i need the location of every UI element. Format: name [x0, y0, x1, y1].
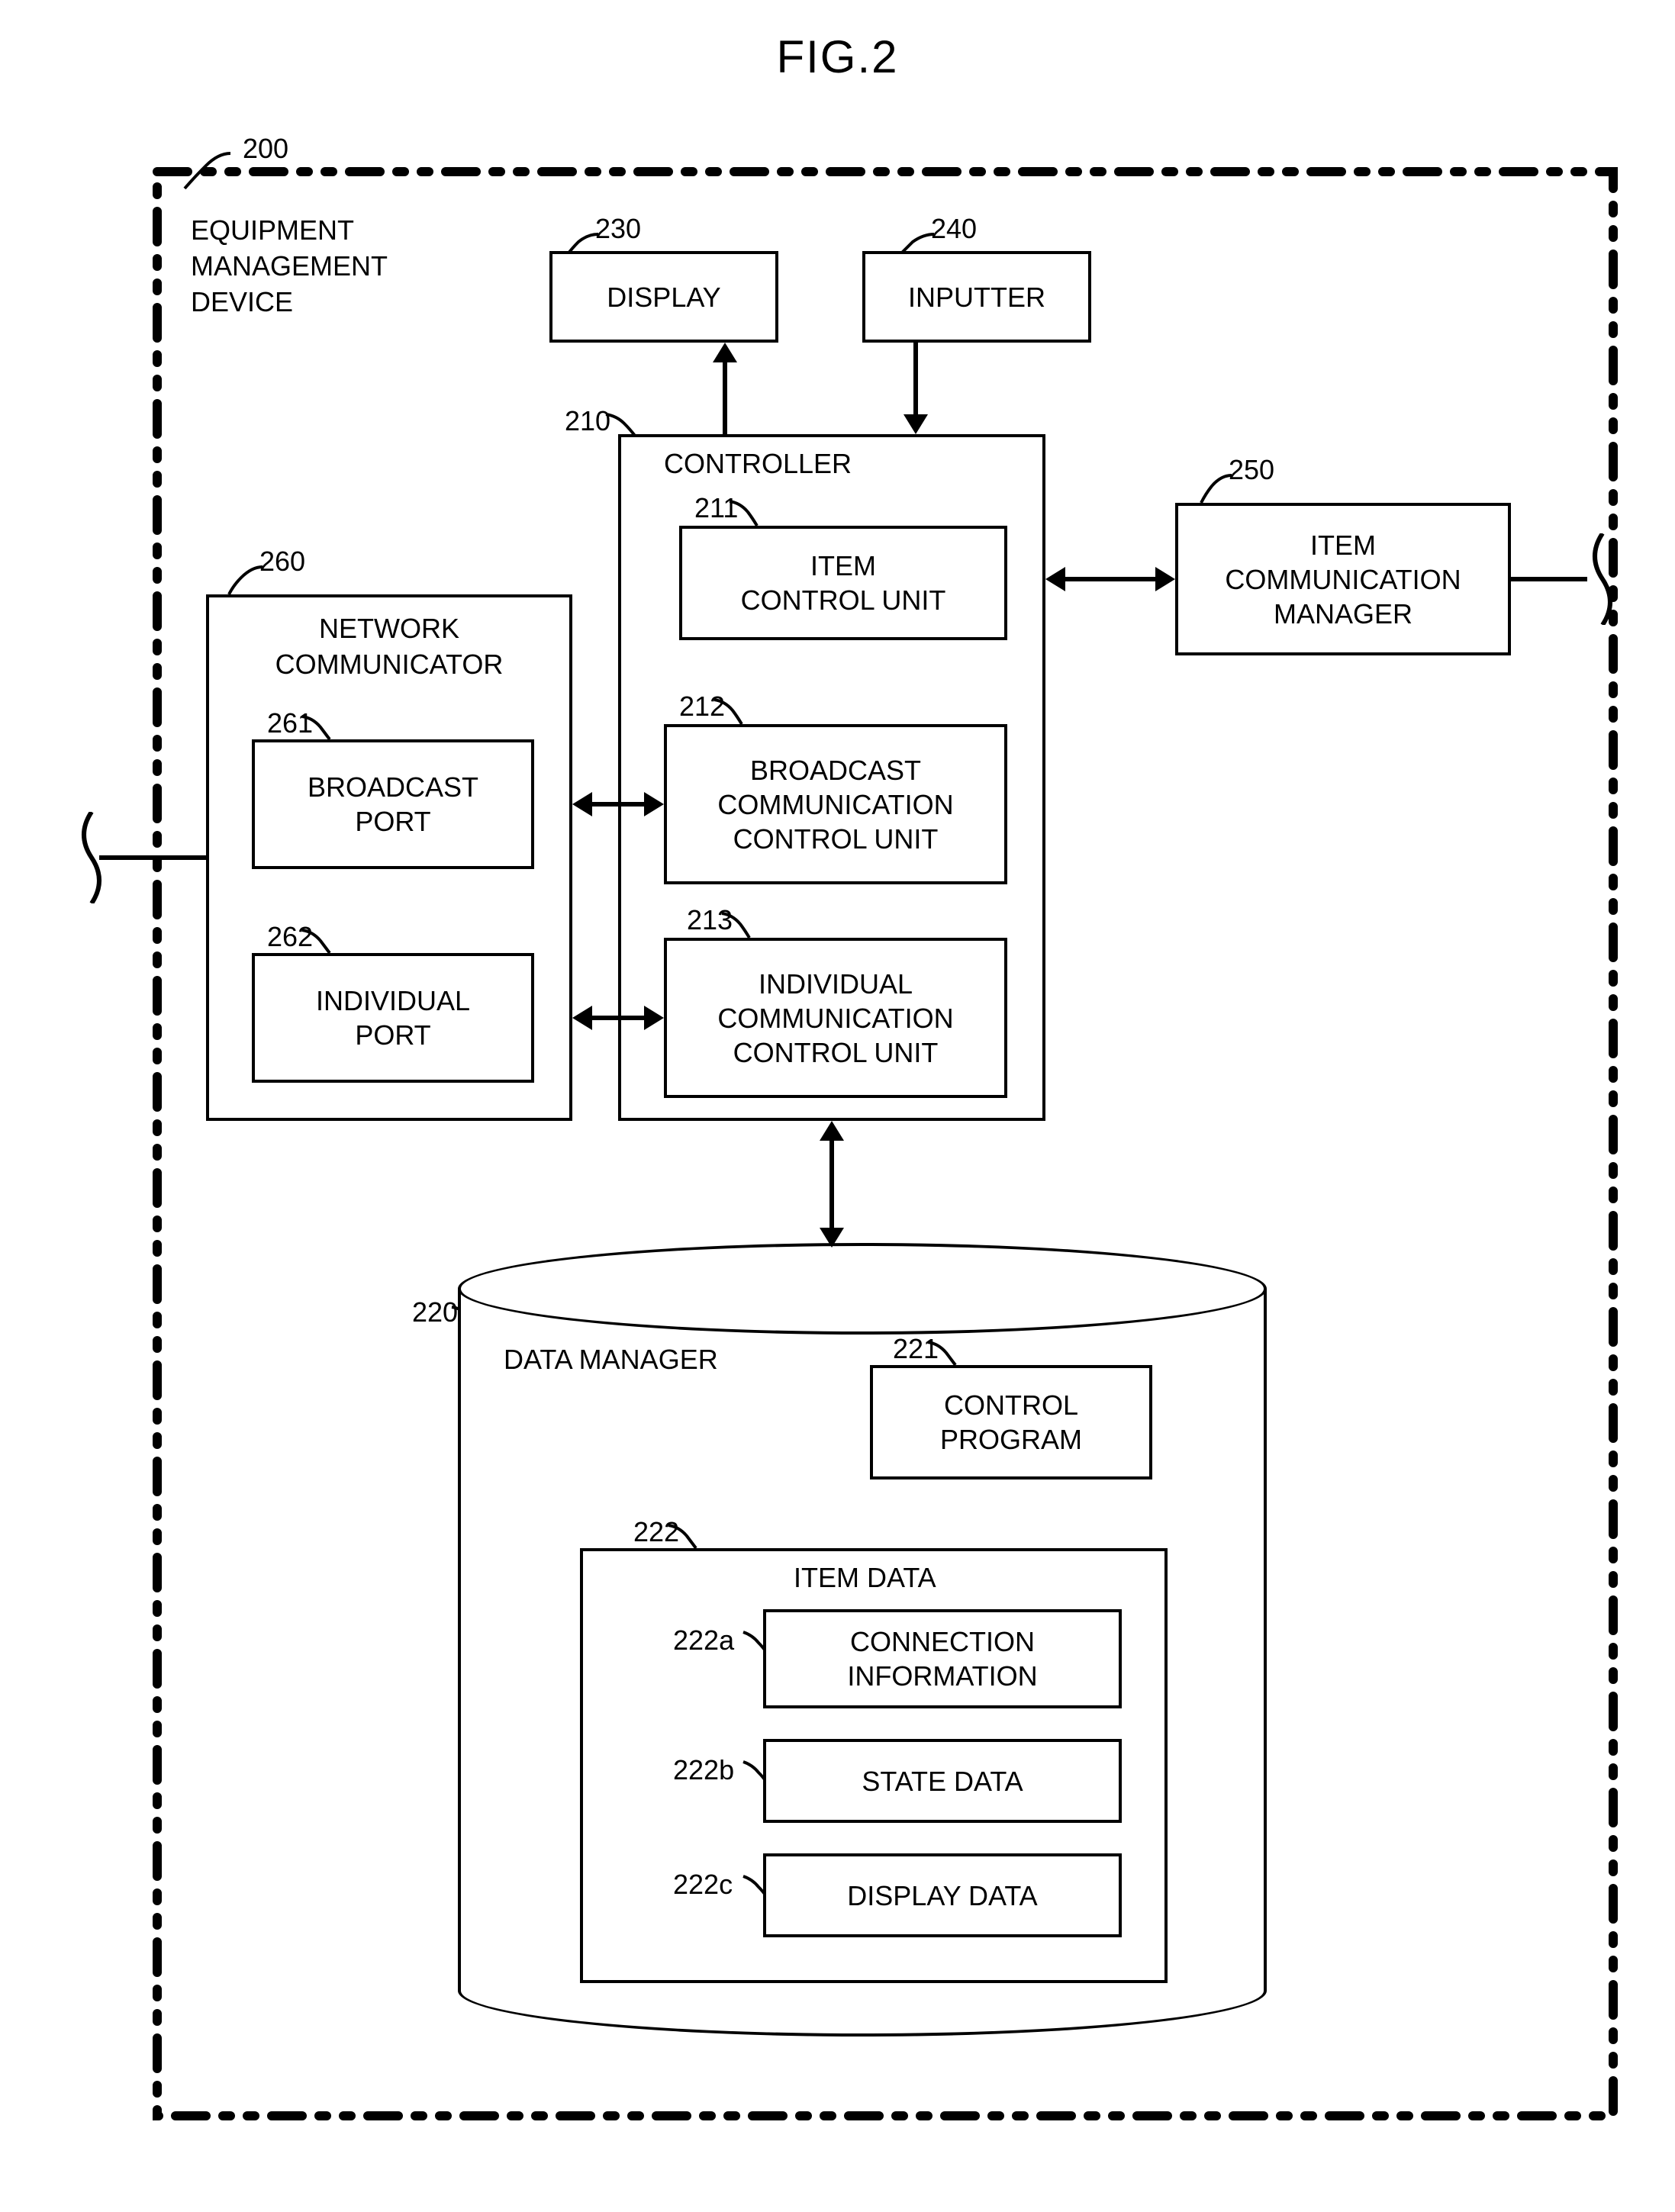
leader-213	[719, 910, 752, 941]
item-control-unit-label: ITEM CONTROL UNIT	[741, 549, 946, 617]
individual-port-block: INDIVIDUAL PORT	[252, 953, 534, 1083]
arrow-indiv	[589, 1016, 647, 1020]
leader-212	[711, 697, 745, 727]
device-label: EQUIPMENT MANAGEMENT DEVICE	[191, 213, 388, 320]
arrowhead-indiv-r	[644, 1006, 664, 1030]
connection-info-block: CONNECTION INFORMATION	[763, 1609, 1122, 1708]
arrowhead-controller-datamgr-u	[820, 1121, 844, 1141]
leader-261	[299, 713, 333, 742]
diagram-canvas: 200 EQUIPMENT MANAGEMENT DEVICE 230 DISP…	[31, 106, 1644, 2151]
arrow-inputter-controller	[913, 343, 918, 419]
data-manager-label: DATA MANAGER	[504, 1344, 718, 1376]
display-block: DISPLAY	[549, 251, 778, 343]
leader-260	[226, 564, 267, 597]
display-data-block: DISPLAY DATA	[763, 1853, 1122, 1937]
state-data-label: STATE DATA	[862, 1764, 1023, 1798]
line-itemmgr-out	[1511, 577, 1587, 581]
leader-211	[726, 498, 760, 529]
item-comm-mgr-label: ITEM COMMUNICATION MANAGER	[1225, 528, 1461, 631]
state-data-block: STATE DATA	[763, 1739, 1122, 1823]
arrowhead-bcast-l	[572, 792, 592, 816]
leader-222	[665, 1522, 699, 1551]
inputter-label: INPUTTER	[908, 280, 1045, 314]
ref-222a: 222a	[673, 1624, 734, 1657]
squiggle-itemmgr-out	[1580, 533, 1625, 625]
item-control-unit-block: ITEM CONTROL UNIT	[679, 526, 1007, 640]
connection-info-label: CONNECTION INFORMATION	[847, 1624, 1037, 1693]
display-data-label: DISPLAY DATA	[847, 1879, 1037, 1913]
figure-title: FIG.2	[31, 31, 1644, 83]
arrowhead-controller-datamgr-d	[820, 1228, 844, 1248]
broadcast-port-label: BROADCAST PORT	[308, 770, 478, 839]
leader-250	[1198, 472, 1236, 506]
arrow-controller-display	[723, 358, 727, 434]
control-program-label: CONTROL PROGRAM	[940, 1388, 1082, 1457]
individual-port-label: INDIVIDUAL PORT	[316, 984, 470, 1052]
leader-262	[299, 927, 333, 956]
ref-222c: 222c	[673, 1869, 733, 1901]
broadcast-ctrl-label: BROADCAST COMMUNICATION CONTROL UNIT	[717, 753, 953, 856]
broadcast-port-block: BROADCAST PORT	[252, 739, 534, 869]
broadcast-ctrl-block: BROADCAST COMMUNICATION CONTROL UNIT	[664, 724, 1007, 884]
network-comm-label: NETWORK COMMUNICATOR	[267, 611, 511, 683]
arrowhead-controller-display	[713, 343, 737, 362]
arrow-controller-datamgr	[829, 1138, 834, 1231]
arrow-bcast	[589, 802, 647, 807]
arrowhead-controller-itemmgr-l	[1045, 567, 1065, 591]
line-netcomm-out	[99, 855, 206, 860]
arrowhead-inputter-controller	[904, 414, 928, 434]
arrowhead-controller-itemmgr-r	[1155, 567, 1175, 591]
leader-221	[925, 1339, 958, 1368]
item-data-label: ITEM DATA	[794, 1562, 936, 1594]
arrow-controller-itemmgr	[1062, 577, 1158, 581]
arrowhead-indiv-l	[572, 1006, 592, 1030]
ref-222b: 222b	[673, 1754, 734, 1786]
display-label: DISPLAY	[607, 280, 720, 314]
individual-ctrl-block: INDIVIDUAL COMMUNICATION CONTROL UNIT	[664, 938, 1007, 1098]
leader-200	[180, 149, 241, 195]
inputter-block: INPUTTER	[862, 251, 1091, 343]
individual-ctrl-label: INDIVIDUAL COMMUNICATION CONTROL UNIT	[717, 967, 953, 1070]
item-comm-mgr-block: ITEM COMMUNICATION MANAGER	[1175, 503, 1511, 655]
ref-200: 200	[243, 133, 288, 165]
arrowhead-bcast-r	[644, 792, 664, 816]
control-program-block: CONTROL PROGRAM	[870, 1365, 1152, 1479]
controller-label: CONTROLLER	[664, 448, 852, 480]
